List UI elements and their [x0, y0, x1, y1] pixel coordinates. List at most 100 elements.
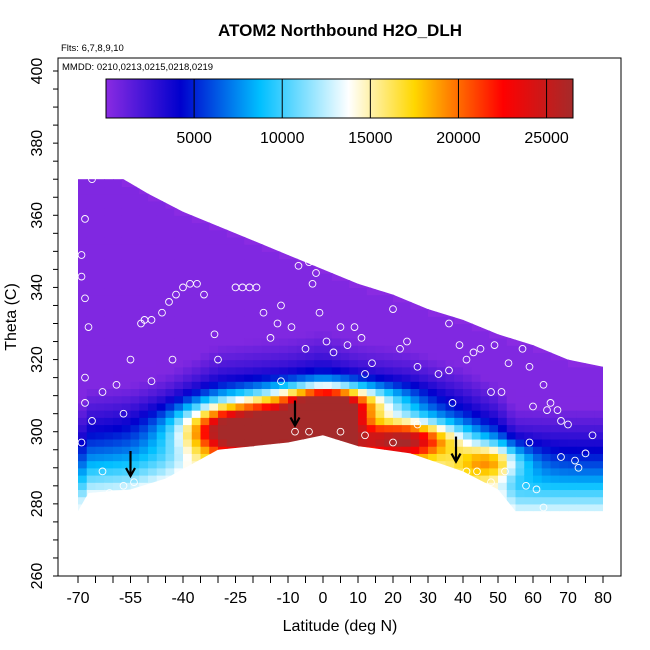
heat-cell	[86, 236, 97, 245]
heat-cell	[130, 417, 140, 426]
heat-cell	[340, 301, 350, 310]
heat-cell	[559, 200, 569, 209]
heat-cell	[270, 280, 280, 289]
heat-cell	[235, 236, 245, 245]
heat-cell	[349, 489, 359, 498]
heat-cell	[226, 258, 237, 267]
heat-cell	[585, 352, 595, 361]
heat-cell	[296, 294, 307, 303]
heat-cell	[130, 179, 140, 188]
heat-cell	[165, 359, 175, 368]
heat-cell	[78, 294, 88, 303]
heat-cell	[498, 251, 508, 260]
heat-cell	[305, 337, 315, 346]
heat-cell	[253, 179, 263, 180]
heat-cell	[165, 366, 175, 375]
heat-cell	[428, 251, 438, 260]
heat-cell	[305, 294, 315, 303]
heat-cell	[95, 352, 105, 361]
heat-cell	[244, 511, 254, 512]
heat-cell	[366, 446, 377, 454]
heat-cell	[226, 273, 237, 281]
heat-cell	[95, 273, 105, 281]
heat-cell	[480, 280, 490, 289]
heat-cell	[349, 301, 359, 310]
heat-cell	[226, 438, 237, 447]
heat-cell	[384, 251, 394, 260]
heat-cell	[191, 323, 202, 332]
heat-cell	[121, 460, 132, 469]
heat-cell	[480, 309, 490, 317]
heat-cell	[104, 475, 114, 483]
heat-cell	[253, 265, 263, 274]
heat-cell	[113, 222, 123, 231]
heat-cell	[594, 424, 603, 433]
heat-cell	[366, 467, 377, 476]
heat-cell	[541, 395, 552, 404]
heat-cell	[524, 482, 534, 491]
heat-cell	[121, 366, 132, 375]
heat-cell	[165, 410, 175, 418]
heat-cell	[375, 417, 385, 426]
heat-cell	[104, 424, 114, 433]
heat-cell	[463, 186, 473, 195]
heat-cell	[183, 496, 193, 505]
heat-cell	[86, 301, 97, 310]
heat-cell	[349, 366, 359, 375]
heat-cell	[95, 460, 105, 469]
heat-cell	[218, 280, 228, 289]
heat-cell	[576, 215, 587, 224]
heat-cell	[323, 438, 333, 447]
heat-cell	[113, 280, 123, 289]
heat-cell	[559, 410, 569, 418]
heat-cell	[296, 229, 307, 238]
sample-point	[105, 489, 114, 497]
heat-cell	[524, 236, 534, 245]
sample-point	[287, 323, 296, 331]
heat-cell	[174, 301, 184, 310]
heat-cell	[113, 294, 123, 303]
sample-point	[81, 294, 89, 303]
heat-cell	[445, 431, 455, 440]
heat-cell	[375, 208, 385, 216]
heat-cell	[393, 417, 403, 426]
heat-cell	[463, 265, 473, 274]
heat-cell	[340, 345, 350, 353]
heat-cell	[559, 475, 569, 483]
heat-cell	[541, 215, 552, 224]
heat-cell	[323, 417, 333, 426]
heat-cell	[471, 352, 482, 361]
sample-point	[473, 467, 481, 476]
heat-cell	[576, 388, 587, 397]
heat-cell	[95, 395, 105, 404]
heat-cell	[533, 453, 543, 462]
heat-cell	[419, 381, 429, 390]
heat-cell	[585, 265, 595, 274]
heat-cell	[576, 236, 587, 245]
heat-cell	[235, 381, 245, 390]
heat-cell	[235, 287, 245, 296]
heat-cell	[331, 215, 342, 224]
heat-cell	[358, 301, 368, 310]
heat-cell	[183, 453, 193, 462]
heat-cell	[183, 222, 193, 231]
heat-cell	[78, 330, 88, 339]
heat-cell	[139, 402, 149, 411]
heat-cell	[130, 330, 140, 339]
heat-cell	[323, 511, 333, 512]
heat-cell	[78, 215, 88, 224]
y-tick-label: 400	[29, 58, 46, 85]
heat-cell	[498, 489, 508, 498]
heat-cell	[130, 287, 140, 296]
sample-point	[210, 330, 219, 339]
heat-cell	[375, 388, 385, 397]
heat-cell	[401, 352, 412, 361]
heat-cell	[121, 424, 132, 433]
heat-cell	[191, 467, 202, 476]
heat-cell	[86, 251, 97, 260]
heat-cell	[314, 258, 324, 267]
heat-cell	[568, 179, 578, 180]
heat-cell	[568, 215, 578, 224]
heat-cell	[323, 215, 333, 224]
heat-cell	[585, 388, 595, 397]
